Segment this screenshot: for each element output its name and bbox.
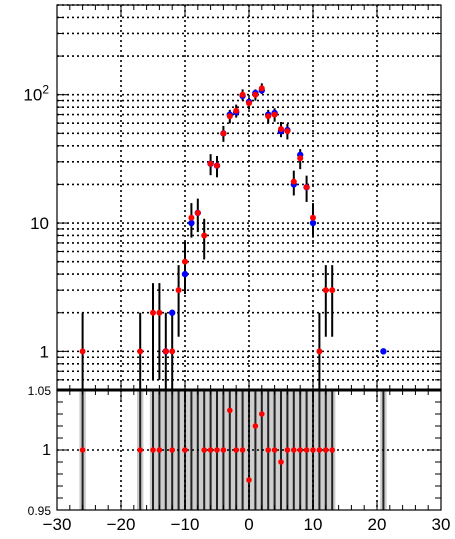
ratio-data-point: [284, 447, 291, 453]
ratio-data-point: [156, 447, 163, 453]
red-data-point: [169, 348, 176, 355]
ratio-y-tick-label: 1: [42, 442, 51, 459]
ratio-data-point: [227, 407, 233, 414]
ratio-data-point: [329, 447, 336, 453]
red-data-point: [220, 130, 227, 137]
main-y-tick-label: 10: [30, 214, 49, 233]
ratio-data-point: [233, 447, 239, 453]
red-data-point: [265, 113, 272, 120]
red-data-point: [182, 258, 188, 265]
red-data-point: [207, 160, 214, 167]
ratio-data-point: [246, 477, 252, 483]
ratio-y-tick-label: 0.95: [28, 504, 52, 518]
red-data-point: [226, 113, 233, 120]
ratio-data-point: [278, 459, 284, 465]
ratio-data-point: [137, 447, 143, 453]
x-tick-label: −30: [43, 515, 72, 534]
x-tick-label: 20: [368, 515, 387, 534]
red-data-point: [175, 287, 182, 294]
ratio-data-point: [220, 447, 227, 453]
ratio-data-point: [252, 423, 259, 429]
x-tick-label: −20: [107, 515, 136, 534]
ratio-data-point: [316, 447, 323, 453]
red-data-point: [156, 309, 163, 316]
blue-data-point: [181, 270, 189, 278]
red-data-point: [188, 214, 195, 221]
ratio-data-point: [297, 447, 304, 453]
blue-data-point: [380, 348, 387, 355]
red-data-point: [297, 155, 304, 162]
red-data-point: [162, 348, 169, 355]
ratio-data-point: [150, 447, 156, 453]
ratio-data-point: [214, 447, 220, 453]
red-data-point: [233, 107, 240, 114]
ratio-data-point: [271, 447, 278, 453]
red-data-point: [290, 178, 297, 185]
red-data-point: [329, 287, 336, 294]
red-data-point: [258, 85, 265, 92]
ratio-data-point: [207, 447, 214, 453]
ratio-data-point: [303, 447, 310, 453]
ratio-y-tick-label: 1.05: [28, 384, 52, 398]
ratio-data-point: [310, 447, 316, 453]
blue-data-point: [169, 309, 176, 316]
x-tick-label: 0: [244, 515, 253, 534]
ratio-data-point: [259, 411, 265, 417]
red-data-point: [214, 162, 220, 169]
ratio-data-point: [182, 447, 188, 453]
red-data-point: [246, 100, 252, 107]
ratio-data-point: [239, 447, 246, 453]
main-y-tick-label: 102: [23, 83, 49, 105]
red-data-point: [322, 287, 329, 294]
x-tick-label: −10: [171, 515, 200, 534]
red-data-point: [150, 309, 156, 316]
ratio-panel: 0.95 1 1.05 −30 −20 −10 0 10 20 30: [28, 384, 451, 534]
red-data-point: [194, 209, 201, 216]
main-y-tick-label: 1: [40, 342, 49, 361]
red-data-point: [201, 232, 208, 239]
red-data-point: [316, 348, 323, 355]
x-tick-label: 30: [432, 515, 451, 534]
red-data-point: [310, 214, 316, 221]
ratio-data-point: [265, 447, 272, 453]
ratio-data-point: [79, 447, 86, 453]
red-data-point: [239, 91, 246, 98]
red-data-point: [252, 91, 259, 98]
red-data-point: [137, 348, 144, 355]
red-data-point: [79, 348, 86, 355]
ratio-data-point: [291, 447, 297, 453]
ratio-data-point: [323, 447, 329, 453]
ratio-data-point: [201, 447, 207, 453]
x-tick-label: 10: [304, 515, 323, 534]
red-data-point: [278, 126, 284, 133]
ratio-data-point: [169, 447, 175, 453]
blue-data-point: [188, 219, 195, 227]
blue-data-point: [309, 219, 317, 227]
red-data-point: [284, 128, 291, 135]
red-data-point: [303, 184, 310, 191]
red-data-point: [271, 111, 278, 118]
